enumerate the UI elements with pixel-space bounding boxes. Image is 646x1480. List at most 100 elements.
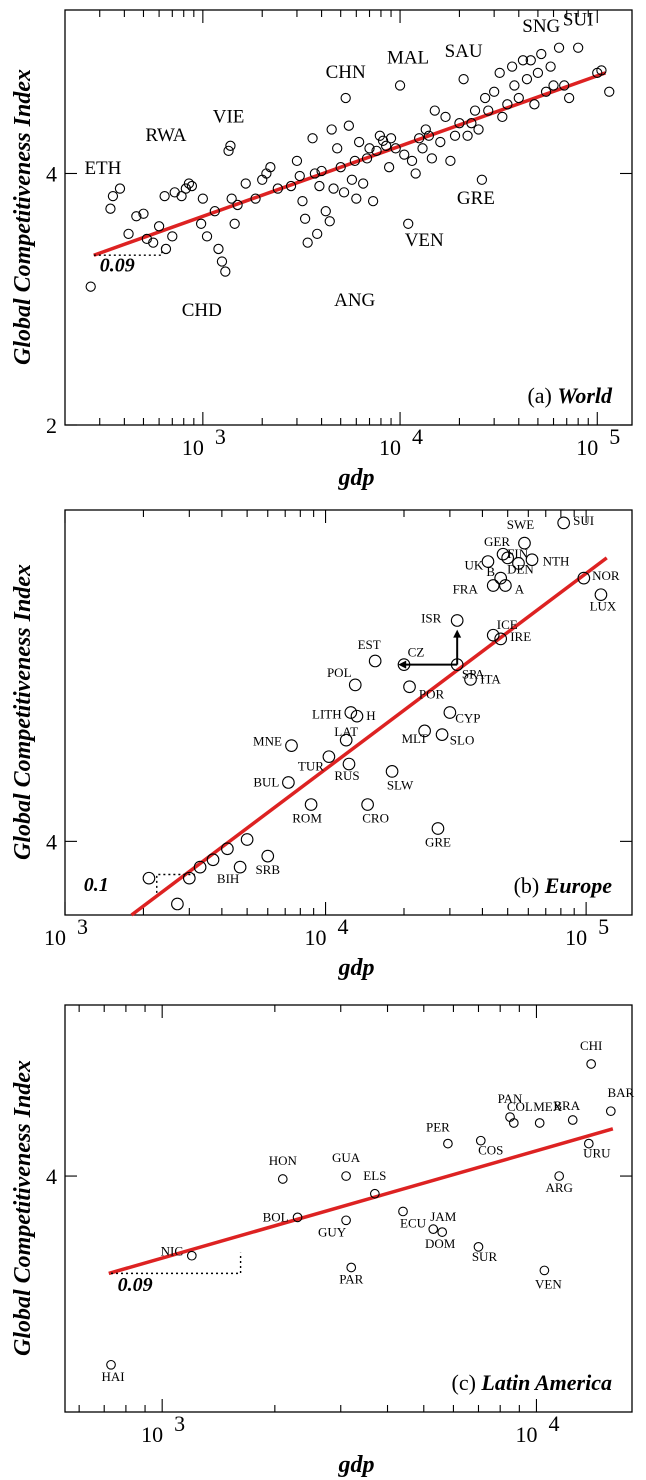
- country-label: VIE: [213, 106, 245, 127]
- data-point: [176, 190, 187, 202]
- data-point: [240, 833, 254, 846]
- data-point: [361, 798, 374, 811]
- data-point: [169, 187, 180, 198]
- data-point: [195, 218, 207, 229]
- x-tick-label: 10: [515, 1422, 537, 1447]
- country-label: POR: [419, 687, 445, 702]
- data-point: [114, 183, 126, 194]
- x-tick-exponent: 4: [338, 914, 349, 939]
- data-point: [257, 174, 268, 185]
- country-label: ITA: [480, 671, 501, 686]
- slope-label: 0.09: [100, 255, 135, 277]
- country-label: SAU: [445, 41, 483, 62]
- x-tick-exponent: 5: [598, 914, 609, 939]
- country-label: CYP: [455, 711, 480, 726]
- data-point: [440, 111, 451, 123]
- data-point: [506, 61, 518, 72]
- country-label: ETH: [84, 158, 121, 179]
- data-point: [496, 547, 510, 561]
- x-tick-label: 10: [565, 925, 587, 950]
- data-point: [494, 67, 505, 79]
- data-point: [385, 133, 397, 144]
- data-point: [475, 1135, 486, 1146]
- plot-frame: [64, 9, 633, 426]
- country-label: EST: [358, 637, 381, 652]
- x-tick-exponent: 4: [412, 424, 423, 449]
- country-label: FIN: [507, 546, 529, 561]
- data-point: [497, 111, 508, 123]
- x-tick-exponent: 3: [77, 914, 88, 939]
- country-label: GUA: [332, 1150, 361, 1165]
- x-axis-title: gdp: [338, 955, 375, 981]
- country-label: GRE: [425, 834, 451, 849]
- data-point: [481, 555, 495, 568]
- data-point: [489, 86, 500, 97]
- data-point: [423, 130, 435, 141]
- fit-line: [93, 71, 607, 257]
- y-tick-label: 4: [46, 1164, 57, 1189]
- country-label: RWA: [145, 125, 186, 146]
- data-point: [322, 750, 336, 764]
- data-point: [226, 193, 237, 204]
- country-label: GRE: [457, 188, 495, 209]
- data-point: [142, 871, 156, 885]
- data-point: [557, 516, 571, 530]
- country-label: SWE: [507, 517, 535, 532]
- country-label: MAL: [387, 47, 429, 68]
- data-point: [233, 860, 247, 874]
- country-label: JAM: [430, 1209, 456, 1224]
- country-label: IRE: [510, 629, 531, 644]
- data-point: [160, 243, 172, 255]
- data-point: [167, 231, 178, 242]
- data-point: [349, 155, 361, 167]
- data-point: [341, 1215, 351, 1226]
- data-point: [335, 162, 346, 173]
- data-point: [443, 706, 457, 719]
- data-point: [326, 124, 337, 135]
- country-label: GUY: [318, 1224, 347, 1239]
- data-point: [302, 237, 313, 248]
- country-label: SUI: [563, 10, 594, 31]
- data-point: [596, 65, 607, 76]
- country-label: NIC: [161, 1244, 183, 1259]
- country-label: MNE: [253, 734, 282, 749]
- data-point: [369, 1188, 380, 1199]
- country-label: ECU: [400, 1215, 427, 1230]
- data-point: [483, 105, 494, 116]
- country-label: SPA: [462, 667, 485, 682]
- data-point: [499, 579, 512, 592]
- country-label: COS: [478, 1143, 503, 1158]
- data-point: [536, 48, 547, 60]
- data-point: [216, 256, 228, 267]
- country-label: SUR: [472, 1249, 498, 1264]
- data-point: [123, 228, 134, 239]
- country-label: SNG: [522, 16, 560, 37]
- data-point: [183, 178, 195, 189]
- country-label: LUX: [590, 599, 617, 614]
- country-label: FRA: [453, 581, 479, 596]
- data-point: [294, 170, 305, 182]
- data-point: [193, 860, 207, 874]
- country-label: BIH: [217, 871, 239, 886]
- country-label: GER: [484, 534, 510, 549]
- country-label: SRB: [255, 862, 280, 877]
- data-point: [418, 724, 431, 738]
- country-label: CZ: [408, 645, 425, 660]
- y-axis-title: Global Competitiveness Index: [10, 69, 36, 365]
- slope-triangle: [156, 873, 195, 893]
- panel-latin-america: 10 3 10 4 4 gdp Global Competitiveness Index CH…: [10, 1004, 635, 1478]
- data-point: [197, 193, 208, 204]
- data-point: [353, 136, 365, 148]
- data-point: [148, 237, 159, 248]
- data-point: [364, 143, 375, 154]
- data-point: [209, 206, 220, 217]
- data-point: [285, 739, 298, 752]
- country-label: PAR: [339, 1271, 363, 1286]
- data-point: [368, 654, 382, 668]
- data-point: [186, 1250, 197, 1261]
- x-tick-label: 10: [141, 1422, 163, 1447]
- arrowhead: [398, 660, 407, 669]
- plot-frame: [64, 509, 633, 916]
- country-label: BRA: [553, 1098, 580, 1113]
- x-tick-exponent: 3: [174, 1411, 185, 1436]
